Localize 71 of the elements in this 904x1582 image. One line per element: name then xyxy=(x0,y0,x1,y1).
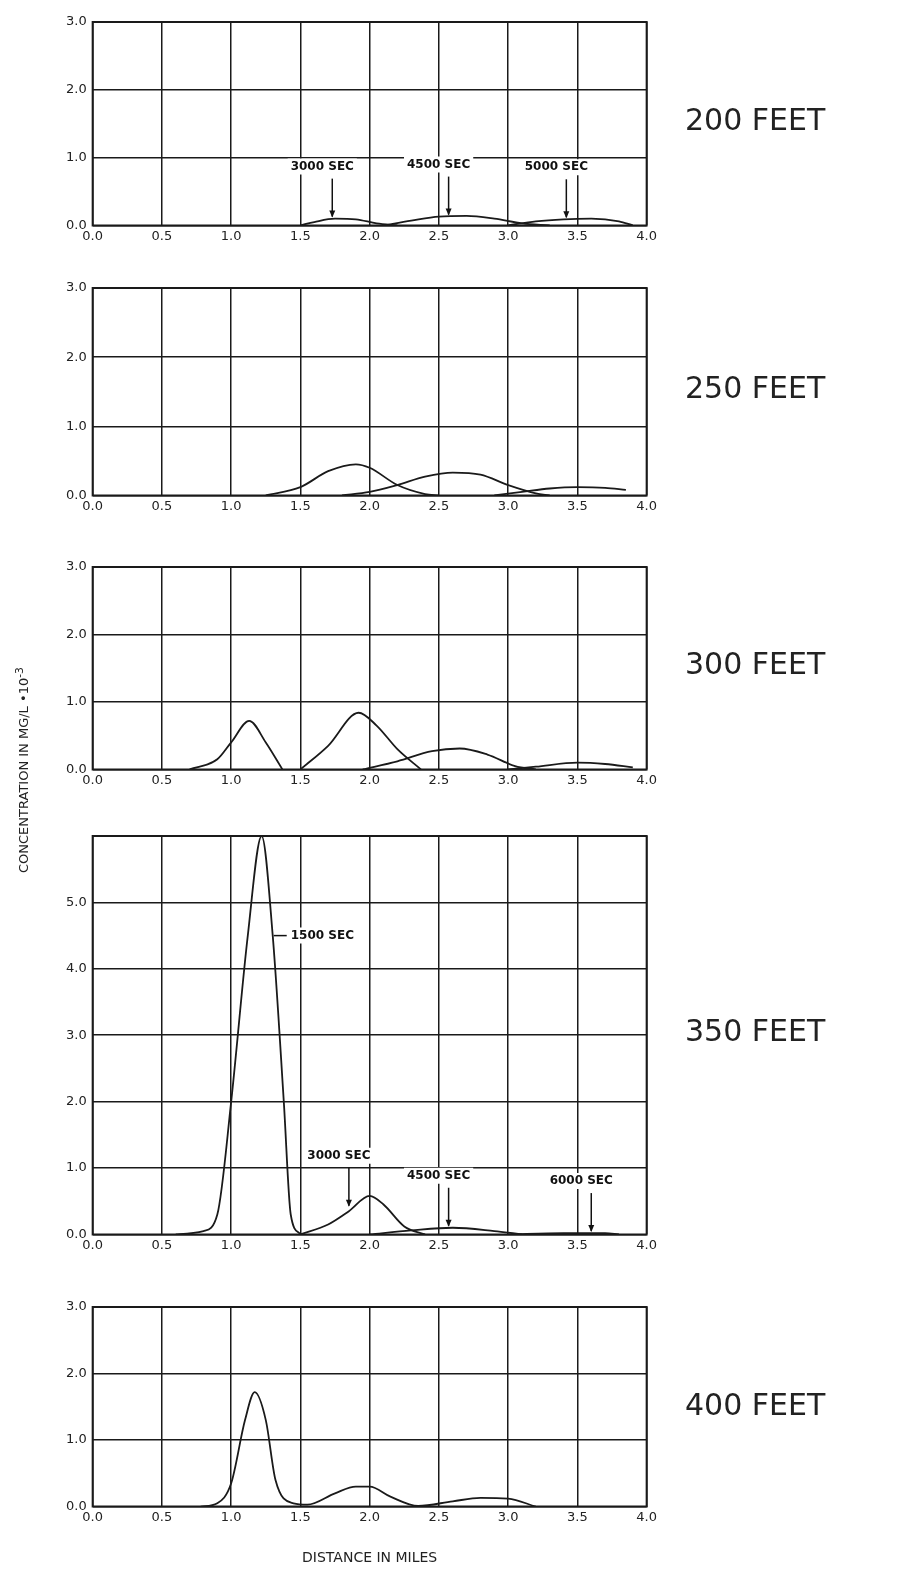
y-tick-label: 1.0 xyxy=(65,148,87,164)
x-tick-label: 1.5 xyxy=(290,1508,311,1524)
y-tick-label: 3.0 xyxy=(65,13,87,29)
x-tick-label: 3.5 xyxy=(567,1236,588,1252)
x-tick-label: 1.0 xyxy=(220,771,242,787)
x-tick-label: 0.5 xyxy=(151,497,173,513)
annotation: 1500 SEC xyxy=(290,927,355,942)
x-tick-label: 2.0 xyxy=(359,497,381,513)
x-tick-label: 4.0 xyxy=(636,1508,658,1524)
x-tick-label: 1.0 xyxy=(220,227,242,243)
x-tick-label: 0.5 xyxy=(151,771,173,787)
text: 400 FEET xyxy=(685,1386,826,1422)
x-tick-label: 2.5 xyxy=(428,497,450,513)
y-tick-label: 3.0 xyxy=(65,558,87,574)
x-tick-label: 2.5 xyxy=(428,771,450,787)
y-tick-label: 1.0 xyxy=(65,693,87,709)
y-tick-label: 2.0 xyxy=(65,348,87,364)
y-tick-label: 1.0 xyxy=(65,417,87,433)
x-tick-label: 2.5 xyxy=(428,1236,450,1252)
y-tick-label: 1.0 xyxy=(65,1431,87,1447)
x-tick-label: 3.0 xyxy=(497,227,519,243)
annotation: 5000 SEC xyxy=(524,159,589,174)
y-tick-label: 3.0 xyxy=(65,1026,87,1042)
x-tick-label: 2.0 xyxy=(359,1236,381,1252)
x-tick-label: 3.0 xyxy=(497,1508,519,1524)
annotation: 3000 SEC xyxy=(307,1147,371,1162)
x-axis-title: DISTANCE IN MILES xyxy=(302,1549,438,1566)
text: 200 FEET xyxy=(685,101,826,136)
x-tick-label: 2.5 xyxy=(428,227,450,243)
x-tick-label: 2.5 xyxy=(428,1508,450,1524)
y-tick-label: 5.0 xyxy=(65,893,87,909)
y-tick-label: 1.0 xyxy=(65,1159,87,1175)
x-tick-label: 3.5 xyxy=(567,771,588,787)
y-tick-label: 2.0 xyxy=(65,625,87,641)
x-tick-label: 4.0 xyxy=(636,771,658,787)
x-tick-label: 0.5 xyxy=(151,1236,173,1252)
x-tick-label: 4.0 xyxy=(636,227,658,243)
x-tick-label: 3.5 xyxy=(567,497,588,513)
x-tick-label: 2.0 xyxy=(359,227,381,243)
y-tick-label: 2.0 xyxy=(65,81,87,97)
x-tick-label: 1.5 xyxy=(290,771,311,787)
text: 350 FEET xyxy=(685,1012,826,1048)
y-tick-label: 2.0 xyxy=(65,1092,87,1108)
text: 300 FEET xyxy=(685,645,826,681)
y-tick-label: 3.0 xyxy=(65,279,87,295)
x-tick-label: 3.5 xyxy=(567,227,588,243)
x-tick-label: 1.0 xyxy=(220,497,242,513)
x-tick-label: 3.0 xyxy=(497,1236,519,1252)
x-tick-label: 3.5 xyxy=(567,1508,588,1524)
x-tick-label: 1.5 xyxy=(290,497,311,513)
x-tick-label: 1.0 xyxy=(220,1236,242,1252)
x-tick-label: 1.5 xyxy=(290,227,311,243)
y-tick-label: 4.0 xyxy=(65,960,87,976)
annotation: 3000 SEC xyxy=(290,158,355,173)
x-tick-label: 4.0 xyxy=(636,497,658,513)
x-tick-label: 0.5 xyxy=(151,227,173,243)
y-tick-label: 2.0 xyxy=(65,1364,87,1380)
x-tick-label: 2.0 xyxy=(359,1508,381,1524)
text: 250 FEET xyxy=(685,369,826,404)
annotation: 6000 SEC xyxy=(549,1173,614,1188)
annotation: 4500 SEC xyxy=(406,156,471,171)
x-tick-label: 0.5 xyxy=(151,1508,173,1524)
x-tick-label: 1.5 xyxy=(290,1236,311,1252)
x-tick-label: 2.0 xyxy=(359,771,381,787)
x-tick-label: 1.0 xyxy=(220,1508,242,1524)
y-tick-label: 0.0 xyxy=(65,1497,87,1513)
x-tick-label: 3.0 xyxy=(497,497,519,513)
x-tick-label: 3.0 xyxy=(497,771,519,787)
annotation: 4500 SEC xyxy=(406,1167,471,1182)
x-tick-label: 4.0 xyxy=(636,1236,658,1252)
y-tick-label: 3.0 xyxy=(65,1298,87,1314)
